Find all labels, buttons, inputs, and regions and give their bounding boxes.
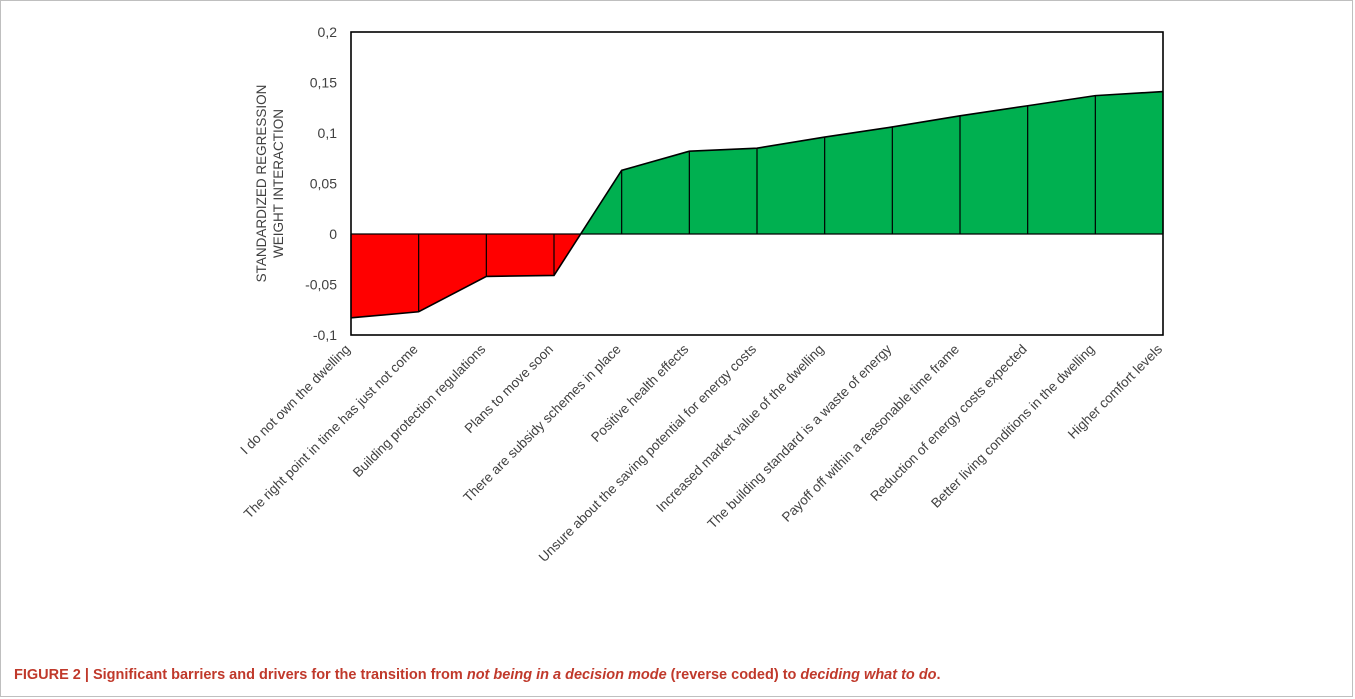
y-axis-label-line-1: STANDARDIZED REGRESSION (254, 85, 269, 283)
y-tick-label: 0,05 (310, 176, 337, 192)
caption-suffix: . (936, 667, 941, 683)
area-segment-5 (621, 151, 690, 234)
area-segment-12 (1095, 91, 1163, 234)
area-segment-2 (486, 234, 554, 277)
caption-emphasis-1: not being in a decision mode (466, 667, 667, 683)
y-axis-label-line-2: WEIGHT INTERACTION (271, 109, 286, 258)
x-category-label: Building protection regulations (350, 341, 489, 480)
x-category-label: I do not own the dwelling (237, 342, 353, 458)
area-segment-8 (824, 126, 893, 234)
area-segment-6 (689, 148, 757, 234)
plot-border (350, 31, 1164, 336)
y-tick-label: -0,05 (305, 277, 337, 293)
y-tick-label: 0 (329, 226, 337, 242)
area-segment-0 (351, 234, 419, 318)
area-segment-10 (960, 105, 1028, 234)
caption-emphasis-2: deciding what to do (800, 667, 937, 683)
area-segment-11 (1027, 95, 1096, 234)
caption-prefix: FIGURE 2 | Significant barriers and driv… (14, 667, 467, 683)
area-layer (350, 90, 1164, 319)
caption-middle: (reverse coded) to (666, 667, 801, 683)
y-axis-ticks: -0,1 -0,05 0 0,05 0,1 0,15 0,2 (305, 24, 337, 343)
y-tick-label: 0,1 (318, 125, 338, 141)
figure-caption: FIGURE 2 | Significant barriers and driv… (14, 667, 941, 683)
y-tick-label: -0,1 (313, 327, 337, 343)
area-segment-9 (892, 115, 960, 234)
area-segment-7 (757, 137, 825, 234)
area-segment-1 (418, 234, 487, 312)
y-tick-label: 0,2 (318, 24, 338, 40)
y-tick-label: 0,15 (310, 75, 337, 91)
